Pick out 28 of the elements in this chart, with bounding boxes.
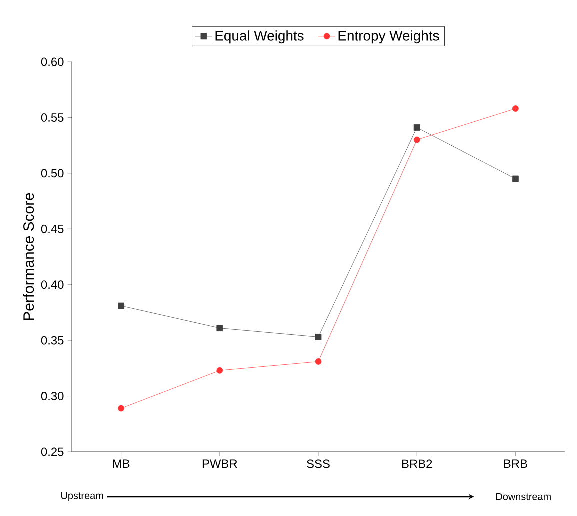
y-tick-label: 0.25 [41, 448, 64, 456]
y-tick-label: 0.50 [41, 169, 64, 178]
x-tick-label: PWBR [202, 460, 238, 468]
y-tick-label: 0.35 [41, 336, 64, 345]
point [414, 124, 420, 131]
x-tick-label: BRB2 [402, 460, 432, 468]
y-tick-label: 0.55 [41, 113, 64, 122]
point [216, 367, 224, 374]
point [512, 176, 519, 182]
y-tick-label: 0.30 [41, 392, 64, 401]
x-tick-label: MB [113, 460, 130, 468]
point [118, 405, 124, 412]
text: Downstream [496, 493, 551, 500]
point [512, 106, 519, 112]
x-tick-label: SSS [307, 460, 330, 468]
y-tick-label: 0.60 [41, 58, 64, 66]
point [414, 136, 420, 144]
point [315, 334, 322, 340]
text: Upstream [61, 492, 104, 502]
point [216, 325, 224, 332]
y-tick-label: 0.40 [41, 280, 64, 290]
y-tick-label: 0.45 [41, 224, 64, 234]
legend-label: Equal Weights [216, 30, 304, 44]
legend-label: Entropy Weights [338, 30, 440, 44]
point [315, 358, 322, 365]
x-tick-label: BRB [504, 460, 528, 468]
y-axis-title: Performance Score [23, 193, 34, 320]
point [118, 302, 124, 310]
